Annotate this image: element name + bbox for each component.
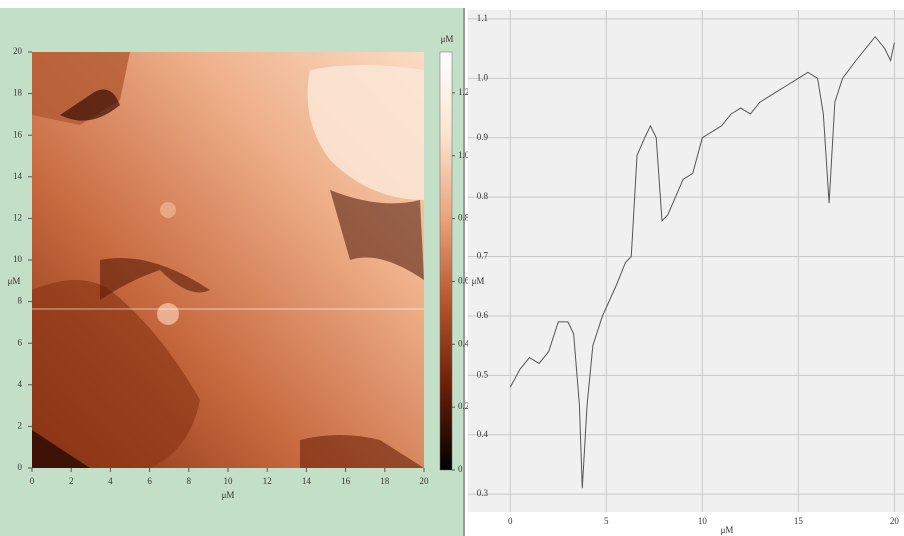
x-tick-label: 15 <box>794 516 804 526</box>
x-tick-label: 16 <box>341 476 351 486</box>
x-tick-label: 0 <box>30 476 35 486</box>
y-tick-label: 1.1 <box>477 13 488 23</box>
x-tick-label: 10 <box>698 516 708 526</box>
splitter[interactable] <box>463 8 465 536</box>
y-tick-label: 18 <box>13 88 23 98</box>
colorbar <box>439 51 453 471</box>
y-tick-label: 0.5 <box>477 369 489 379</box>
y-tick-label: 4 <box>18 379 23 389</box>
y-tick-label: 10 <box>13 254 23 264</box>
x-tick-label: 20 <box>890 516 900 526</box>
y-tick-label: 20 <box>13 46 23 56</box>
colorbar-label: μM <box>441 34 454 44</box>
x-tick-label: 8 <box>187 476 192 486</box>
y-tick-label: 6 <box>18 337 23 347</box>
x-tick-label: 6 <box>147 476 152 486</box>
x-tick-label: 20 <box>420 476 430 486</box>
y-tick-label: 0.9 <box>477 132 489 142</box>
x-tick-label: 14 <box>302 476 312 486</box>
y-tick-label: 0.7 <box>477 251 489 261</box>
y-tick-label: 8 <box>18 296 23 306</box>
colorbar-tick-label: 0.2 <box>458 401 469 411</box>
y-axis-label: μM <box>472 276 485 286</box>
colorbar-tick-label: 0 <box>458 464 463 474</box>
y-tick-label: 1.0 <box>477 72 489 82</box>
y-axis-label: μM <box>8 276 21 286</box>
y-tick-label: 2 <box>18 420 23 430</box>
plot-area <box>468 10 904 512</box>
y-tick-label: 16 <box>13 129 23 139</box>
afm-panel: 0 2 4 6 8 10 12 14 16 18 20 0 2 4 6 8 10 12 14 16 18 20 μM μM 0 0… <box>8 34 470 500</box>
colorbar-tick-label: 0.6 <box>458 275 470 285</box>
x-tick-label: 2 <box>69 476 74 486</box>
y-tick-label: 0.4 <box>477 429 489 439</box>
x-tick-label: 10 <box>224 476 234 486</box>
colorbar-tick-label: 0.8 <box>458 213 470 223</box>
y-tick-label: 0.3 <box>477 488 489 498</box>
y-tick-label: 0.8 <box>477 191 489 201</box>
y-tick-label: 14 <box>13 171 23 181</box>
y-tick-label: 0.6 <box>477 310 489 320</box>
colorbar-tick-label: 1.2 <box>458 87 469 97</box>
profile-line <box>509 35 895 489</box>
x-tick-label: 5 <box>604 516 609 526</box>
x-tick-label: 0 <box>508 516 513 526</box>
y-tick-label: 12 <box>13 212 22 222</box>
x-tick-label: 4 <box>108 476 113 486</box>
x-tick-label: 12 <box>263 476 272 486</box>
y-tick-label: 0 <box>18 462 23 472</box>
colorbar-tick-label: 1.0 <box>458 150 470 160</box>
x-axis-label: μM <box>721 525 734 535</box>
profile-panel: 0 5 10 15 20 0.3 0.4 0.5 0.6 0.7 0.8 0.9 1.0 1.1 μM μM <box>468 10 904 535</box>
x-tick-label: 18 <box>380 476 390 486</box>
afm-image <box>32 52 424 468</box>
x-axis-label: μM <box>222 490 235 500</box>
colorbar-tick-label: 0.4 <box>458 338 470 348</box>
